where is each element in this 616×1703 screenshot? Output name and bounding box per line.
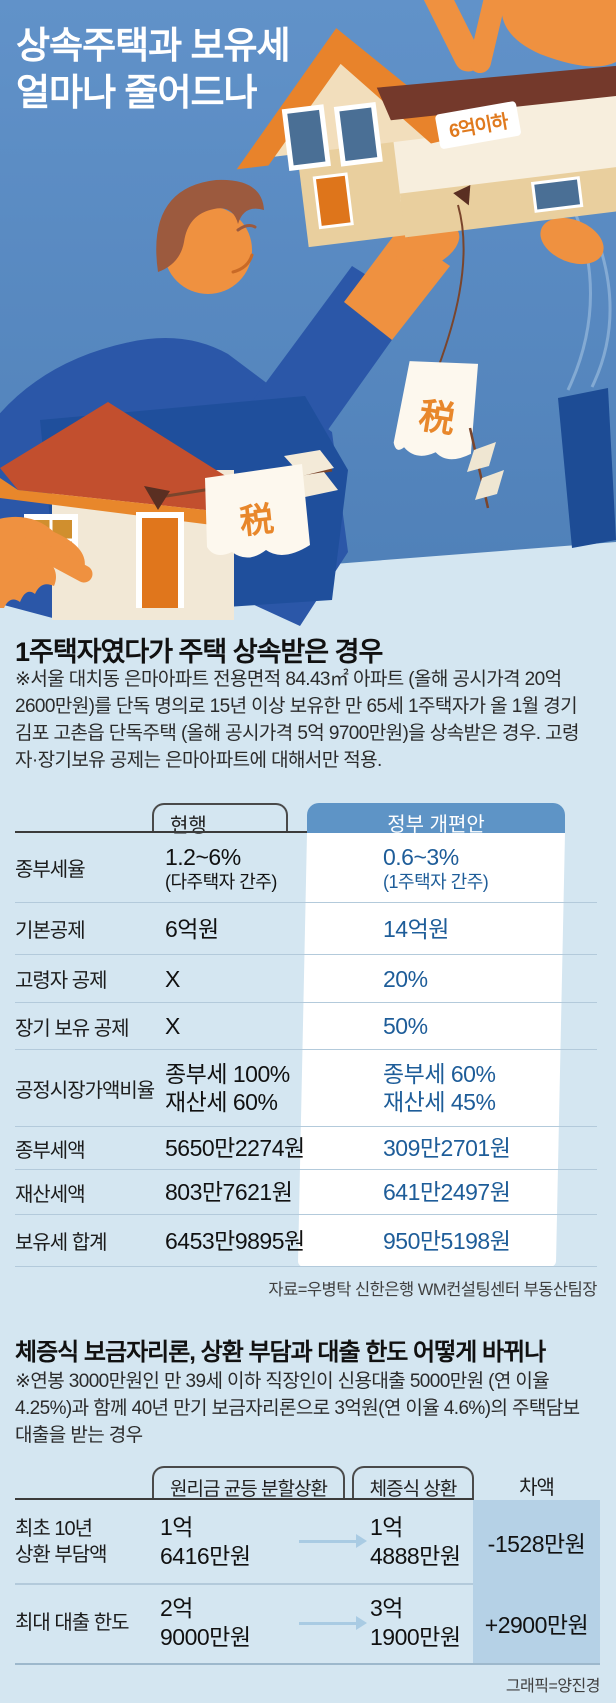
column-header-current: 현행 (152, 803, 288, 837)
man-hair (156, 179, 264, 272)
table-row: 고령자 공제 X 20% (15, 955, 597, 1003)
graphic-credit: 그래픽=양진경 (505, 1678, 601, 1695)
table-row: 기본공제 6억원 14억원 (15, 903, 597, 955)
big-house: 6억이하 (236, 28, 616, 248)
giver-hand (423, 0, 616, 73)
table-row: 종부세액 5650만2274원 309만2701원 (15, 1127, 597, 1170)
tax-flag-falling: 税 (393, 361, 479, 460)
row-label: 고령자 공제 (15, 970, 108, 992)
row-label: 장기 보유 공제 (15, 1017, 130, 1040)
current-cell: 종부세 100% 재산세 60% (165, 1061, 290, 1115)
page-title: 상속주택과 보유세 얼마나 줄어드나 (16, 22, 291, 116)
arrow-cell (285, 1615, 370, 1630)
row-label: 보유세 합계 (15, 1232, 108, 1254)
current-cell: X (165, 1013, 180, 1039)
reform-cell: 309만2701원 (383, 1135, 511, 1161)
data-source: 자료=우병탁 신한은행 WM컨설팅센터 부동산팀장 (268, 1281, 597, 1299)
table-row: 종부세율 1.2~6% (다주택자 간주) 0.6~3% (1주택자 간주) (15, 833, 597, 903)
small-house (0, 396, 348, 620)
tax-comparison-table: 종부세율 1.2~6% (다주택자 간주) 0.6~3% (1주택자 간주) 기… (15, 833, 597, 1267)
current-cell: 803만7621원 (165, 1179, 293, 1205)
hero-illustration: 6억이하 税 (0, 0, 616, 626)
table2-row-separator (15, 1583, 473, 1585)
row-label: 최초 10년 상환 부담액 (15, 1517, 108, 1566)
row-label: 기본공제 (15, 920, 86, 942)
table-row: 최대 대출 한도 2억 9000만원 3억 1900만원 +2900만원 (15, 1583, 600, 1663)
current-cell: X (165, 965, 180, 992)
arrowhead (144, 486, 170, 510)
receiver-hand (0, 516, 93, 608)
column-header-equal-repayment: 원리금 균등 분할상환 (152, 1466, 345, 1500)
table-row: 보유세 합계 6453만9895원 950만5198원 (15, 1215, 597, 1267)
row-label: 최대 대출 한도 (15, 1612, 130, 1634)
man-smile (231, 253, 254, 274)
small-house-roof (0, 402, 248, 512)
current-cell: 6453만9895원 (165, 1227, 305, 1254)
difference-column-highlight (473, 1500, 600, 1663)
row-label: 재산세액 (15, 1183, 86, 1206)
reform-cell: 14억원 (383, 915, 449, 942)
right-arrow-icon (298, 1534, 367, 1548)
reform-cell: 20% (383, 965, 428, 992)
tax-character: 税 (238, 500, 276, 541)
table-row: 공정시장가액비율 종부세 100% 재산세 60% 종부세 60% 재산세 45… (15, 1050, 597, 1127)
current-cell: 5650만2274원 (165, 1135, 305, 1161)
current-cell: 1.2~6% (다주택자 간주) (165, 843, 277, 892)
right-arrow-icon (298, 1615, 367, 1630)
row-label: 종부세액 (15, 1139, 86, 1162)
dark-roof (376, 64, 616, 121)
section1-heading: 1주택자였다가 주택 상속받은 경우 (15, 637, 383, 667)
current-cell: 6억원 (165, 915, 219, 942)
loan-comparison-table: 최초 10년 상환 부담액 1억 6416만원 1억 4888만원 -1528만… (15, 1500, 600, 1663)
big-house-door (312, 172, 354, 230)
table-row: 최초 10년 상환 부담액 1억 6416만원 1억 4888만원 -1528만… (15, 1500, 600, 1583)
row-label: 공정시장가액비율 (15, 1079, 155, 1102)
reform-cell: 641만2497원 (383, 1179, 511, 1205)
reform-cell: 950만5198원 (383, 1227, 511, 1254)
falling-arrow (467, 427, 504, 509)
man-hand-right (540, 217, 604, 265)
arrow-cell (285, 1534, 370, 1548)
row-label: 종부세율 (15, 859, 86, 881)
man-eyebrow (236, 224, 257, 232)
sleeve-band (558, 388, 616, 548)
arrow-stub (453, 185, 471, 206)
page-title-line1: 상속주택과 보유세 (16, 25, 291, 66)
table2-header-line (15, 1498, 473, 1500)
motion-arc (566, 194, 592, 391)
column-header-reform: 정부 개편안 (307, 803, 565, 836)
equal-repayment-cell: 2억 9000만원 (160, 1595, 251, 1650)
table-row: 재산세액 803만7621원 641만2497원 (15, 1170, 597, 1215)
column-header-graduated-repayment: 체증식 상환 (352, 1466, 474, 1500)
table-row: 장기 보유 공제 X 50% (15, 1003, 597, 1050)
graduated-repayment-cell: 3억 1900만원 (370, 1595, 461, 1650)
price-tag: 6억이하 (435, 101, 521, 149)
reform-cell: 50% (383, 1013, 428, 1039)
reform-cell: 종부세 60% 재산세 45% (383, 1061, 496, 1115)
equal-repayment-cell: 1억 6416만원 (160, 1513, 251, 1569)
flag-string (437, 204, 465, 369)
difference-cell: +2900만원 (484, 1612, 589, 1638)
table2-bottom-line (15, 1663, 600, 1665)
graduated-repayment-cell: 1억 4888만원 (370, 1513, 461, 1569)
tax-flag-house: 税 (144, 450, 338, 558)
section1-note: ※서울 대치동 은마아파트 전용면적 84.43㎡ 아파트 (올해 공시가격 2… (15, 669, 579, 771)
section2-heading: 체증식 보금자리론, 상환 부담과 대출 한도 어떻게 바뀌나 (15, 1339, 546, 1366)
reform-cell: 0.6~3% (1주택자 간주) (383, 843, 489, 892)
page-title-line2: 얼마나 줄어드나 (16, 72, 258, 113)
column-header-difference: 차액 (519, 1477, 555, 1499)
difference-cell: -1528만원 (487, 1530, 586, 1557)
table1-header-line (15, 831, 307, 833)
tax-character: 税 (416, 395, 458, 441)
section2-note: ※연봉 3000만원인 만 39세 이하 직장인이 신용대출 5000만원 (연… (15, 1371, 580, 1446)
